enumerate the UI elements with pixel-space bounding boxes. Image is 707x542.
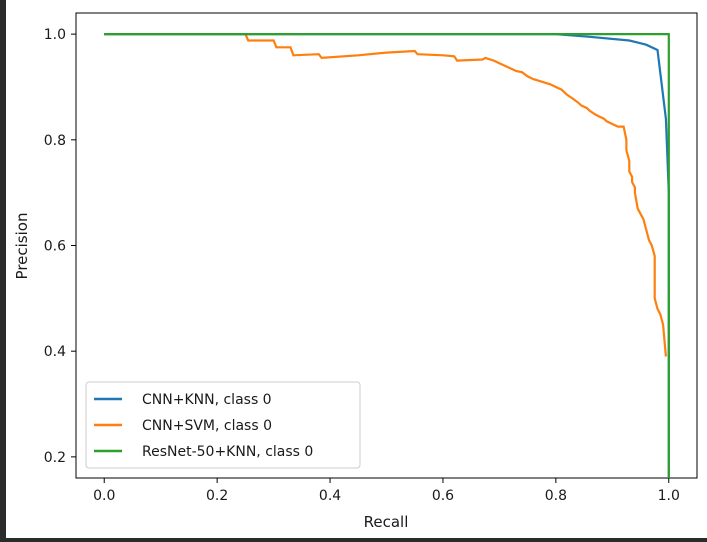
y-tick-label: 1.0: [44, 27, 66, 43]
legend-entry-label: ResNet-50+KNN, class 0: [142, 444, 313, 460]
legend: CNN+KNN, class 0 CNN+SVM, class 0 ResNet-5…: [85, 381, 361, 469]
x-axis-ticks: 0.0 0.2 0.4 0.6 0.8 1.0: [93, 478, 680, 504]
x-tick-label: 0.2: [206, 488, 228, 504]
y-axis-ticks: 0.2 0.4 0.6 0.8 1.0: [44, 27, 76, 466]
y-tick-label: 0.6: [44, 239, 66, 255]
legend-entry-label: CNN+KNN, class 0: [142, 392, 272, 408]
series-line-1: [104, 32, 667, 357]
x-axis-label: Recall: [364, 513, 409, 531]
y-tick-label: 0.4: [44, 344, 66, 360]
y-tick-label: 0.2: [44, 450, 66, 466]
x-tick-label: 0.8: [545, 488, 567, 504]
y-axis-label: Precision: [13, 213, 31, 280]
x-tick-label: 0.4: [319, 488, 341, 504]
series-lines: [104, 32, 670, 478]
x-tick-label: 0.0: [93, 488, 115, 504]
legend-box: [85, 381, 361, 469]
legend-entry-label: CNN+SVM, class 0: [142, 418, 272, 434]
x-tick-label: 1.0: [658, 488, 680, 504]
y-tick-label: 0.8: [44, 133, 66, 149]
series-line-2: [104, 32, 670, 478]
x-tick-label: 0.6: [432, 488, 454, 504]
